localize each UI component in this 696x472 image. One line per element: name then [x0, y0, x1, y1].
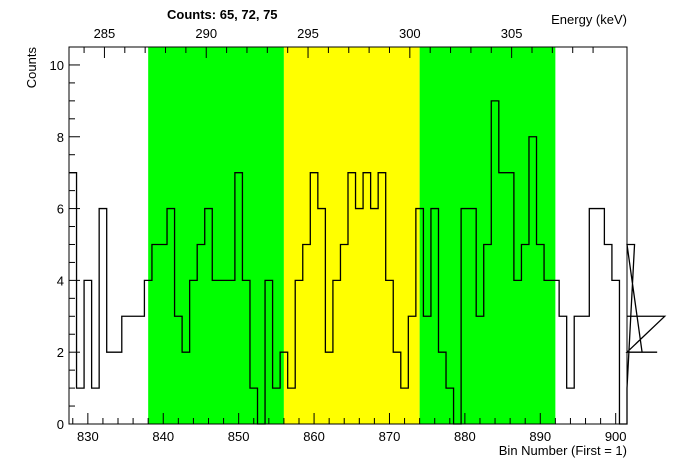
region-3: [419, 47, 556, 424]
x-tick-label: 850: [228, 429, 250, 444]
energy-tick-label: 285: [94, 26, 116, 41]
y-tick-label: 4: [57, 273, 64, 288]
energy-tick-label: 290: [195, 26, 217, 41]
chart-title: Counts: 65, 72, 75: [167, 7, 278, 22]
x-tick-label: 840: [152, 429, 174, 444]
energy-axis-label: Energy (keV): [551, 12, 627, 27]
x-tick-label: 860: [303, 429, 325, 444]
x-tick-label: 830: [77, 429, 99, 444]
y-tick-label: 0: [57, 417, 64, 432]
x-tick-label: 900: [605, 429, 627, 444]
x-axis-label: Bin Number (First = 1): [499, 443, 627, 458]
x-tick-label: 880: [454, 429, 476, 444]
region-2: [283, 47, 420, 424]
y-tick-label: 10: [50, 58, 64, 73]
x-tick-label: 890: [529, 429, 551, 444]
histogram-line: [69, 100, 667, 425]
y-tick-label: 2: [57, 345, 64, 360]
energy-tick-label: 300: [399, 26, 421, 41]
y-axis-label: Counts: [24, 47, 39, 89]
energy-tick-label: 305: [501, 26, 523, 41]
y-tick-label: 8: [57, 130, 64, 145]
y-tick-label: 6: [57, 202, 64, 217]
x-tick-label: 870: [379, 429, 401, 444]
energy-tick-label: 295: [297, 26, 319, 41]
region-1: [148, 47, 284, 424]
plot-frame: [68, 46, 628, 425]
